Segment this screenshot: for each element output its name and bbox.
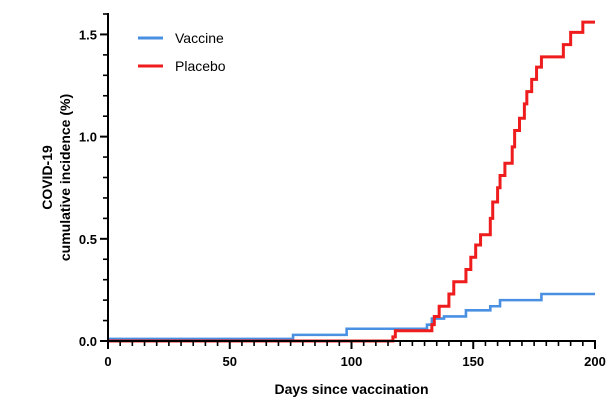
y-tick-label: 1.5 [79,27,97,42]
series-line-vaccine [108,292,595,341]
y-axis-title-line-1: COVID-19 [39,145,55,210]
y-tick-label: 1.0 [79,130,97,145]
y-tick-label: 0.5 [79,232,97,247]
x-axis-title: Days since vaccination [274,381,428,397]
y-axis-title-line-2: cumulative incidence (%) [57,94,73,261]
ticks-layer: 0 50 100 150 200 0.0 0.5 1.0 1.5 [79,13,606,369]
x-tick-label: 100 [341,354,363,369]
legend: Vaccine Placebo [138,30,226,74]
y-tick-label: 0.0 [79,334,97,349]
legend-label-placebo: Placebo [175,58,226,74]
x-tick-label: 50 [223,354,237,369]
x-tick-label: 0 [104,354,111,369]
x-tick-label: 200 [584,354,606,369]
series-line-placebo [108,20,595,343]
x-tick-label: 150 [462,354,484,369]
series-layer [108,20,595,343]
y-axis-title: COVID-19 cumulative incidence (%) [39,94,73,261]
legend-label-vaccine: Vaccine [175,30,224,46]
